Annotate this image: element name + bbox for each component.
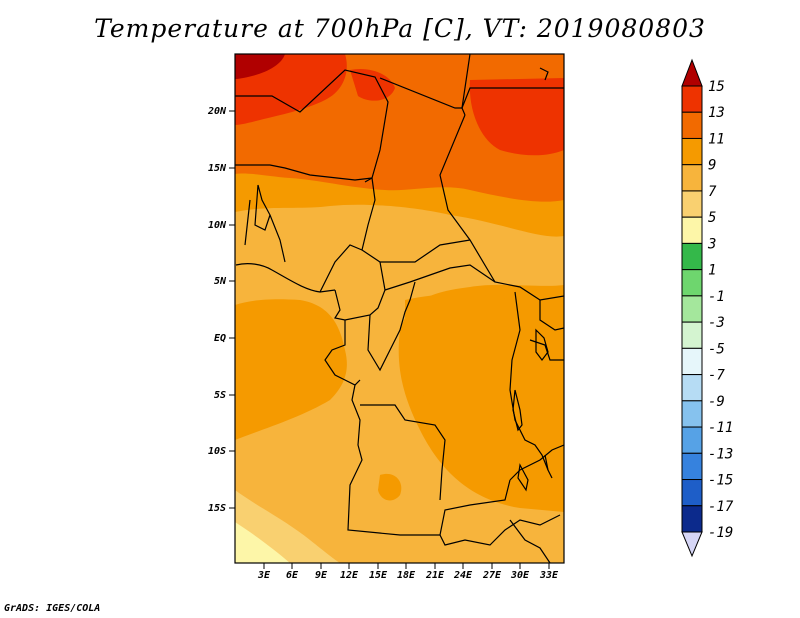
lat-tick-label: 5S [214, 390, 226, 401]
colorbar-label: 15 [708, 79, 725, 95]
lon-tick-label: 9E [315, 570, 328, 581]
longitude-axis: 3E 6E 9E 12E 15E 18E 21E 24E 27E 30E 33E [257, 563, 559, 581]
map-frame [234, 53, 565, 564]
colorbar-label: -11 [708, 420, 733, 436]
lon-tick-label: 27E [482, 570, 502, 581]
colorbar-box [681, 321, 703, 349]
colorbar-label: 11 [708, 131, 725, 147]
colorbar-box [681, 505, 703, 533]
colorbar-label: -7 [708, 368, 725, 384]
colorbar-label: -19 [708, 525, 733, 541]
lon-tick-label: 18E [397, 570, 416, 581]
colorbar: 15 13 11 9 7 5 3 1 -1 -3 -5 -7 -9 -11 -13 -15 -17 -19 [681, 58, 734, 558]
colorbar-label: 1 [708, 263, 716, 279]
colorbar-box [681, 137, 703, 166]
lat-tick-label: EQ [214, 333, 226, 344]
colorbar-label: -3 [708, 315, 725, 331]
colorbar-box [681, 111, 703, 139]
lat-tick-label: 20N [207, 106, 227, 117]
colorbar-box [681, 400, 703, 428]
colorbar-box [681, 374, 703, 402]
colorbar-label: -9 [708, 394, 725, 410]
lon-tick-label: 6E [286, 570, 299, 581]
colorbar-box [681, 347, 703, 376]
colorbar-label: -1 [708, 289, 725, 305]
colorbar-box [681, 216, 703, 244]
credit-text: GrADS: IGES/COLA [4, 603, 101, 614]
colorbar-box [681, 85, 703, 113]
field-congo-basin [405, 294, 551, 424]
colorbar-box [681, 190, 703, 218]
colorbar-box [681, 269, 703, 297]
colorbar-label: -17 [708, 499, 734, 515]
lon-tick-label: 24E [453, 570, 473, 581]
temperature-field [235, 54, 564, 563]
colorbar-label: 13 [708, 105, 725, 121]
colorbar-box [681, 164, 703, 192]
colorbar-label: 7 [708, 184, 717, 200]
colorbar-box [681, 479, 703, 507]
colorbar-box [681, 452, 703, 481]
lat-tick-label: 15S [208, 503, 226, 514]
country-borders [235, 54, 564, 563]
colorbar-label: -13 [708, 446, 733, 462]
colorbar-box [681, 426, 703, 454]
colorbar-box [681, 295, 703, 323]
colorbar-box [681, 242, 703, 271]
lon-tick-label: 15E [369, 570, 388, 581]
colorbar-label: -15 [708, 473, 733, 489]
latitude-axis: 20N 15N 10N 5N EQ 5S 10S 15S [207, 106, 235, 514]
lat-tick-label: 10S [208, 446, 226, 457]
lat-tick-label: 5N [214, 276, 227, 287]
field-3-5 [235, 522, 290, 563]
lat-tick-label: 10N [208, 220, 227, 231]
lat-tick-label: 15N [208, 163, 227, 174]
lon-tick-label: 21E [425, 570, 445, 581]
colorbar-min-arrow [681, 531, 703, 558]
field-13-15-east [469, 78, 564, 156]
colorbar-label: -5 [708, 341, 725, 357]
colorbar-label: 9 [708, 158, 716, 174]
field-highland-patch [378, 473, 402, 501]
colorbar-label: 3 [707, 236, 716, 252]
lon-tick-label: 3E [257, 570, 271, 581]
field-7-9 [235, 204, 564, 563]
lon-tick-label: 30E [510, 570, 530, 581]
chart-title: Temperature at 700hPa [C], VT: 201908080… [94, 14, 706, 43]
colorbar-label: 5 [708, 210, 716, 226]
colorbar-max-arrow [681, 58, 703, 87]
lon-tick-label: 12E [340, 570, 359, 581]
lon-tick-label: 33E [539, 570, 559, 581]
field-above-15 [235, 54, 285, 79]
